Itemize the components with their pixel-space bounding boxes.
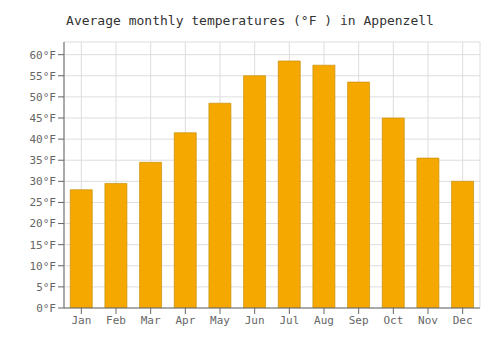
svg-text:Aug: Aug: [314, 314, 334, 327]
svg-text:45°F: 45°F: [30, 112, 57, 125]
svg-text:20°F: 20°F: [30, 217, 57, 230]
svg-text:15°F: 15°F: [30, 239, 57, 252]
svg-text:Dec: Dec: [453, 314, 473, 327]
svg-text:Jun: Jun: [245, 314, 265, 327]
svg-text:35°F: 35°F: [30, 154, 57, 167]
svg-text:Oct: Oct: [383, 314, 403, 327]
svg-text:40°F: 40°F: [30, 133, 57, 146]
svg-text:Feb: Feb: [106, 314, 126, 327]
svg-text:Sep: Sep: [349, 314, 369, 327]
svg-text:50°F: 50°F: [30, 91, 57, 104]
svg-text:Apr: Apr: [175, 314, 195, 327]
svg-text:Nov: Nov: [418, 314, 438, 327]
svg-text:0°F: 0°F: [36, 302, 56, 315]
svg-text:60°F: 60°F: [30, 49, 57, 62]
svg-text:Jan: Jan: [71, 314, 91, 327]
svg-text:55°F: 55°F: [30, 70, 57, 83]
svg-text:10°F: 10°F: [30, 260, 57, 273]
svg-text:Mar: Mar: [141, 314, 161, 327]
svg-text:5°F: 5°F: [36, 281, 56, 294]
html-text:Average monthly temperatures (: Average monthly temperatures (°F ) in Ap…: [66, 13, 434, 28]
svg-text:30°F: 30°F: [30, 175, 57, 188]
svg-text:May: May: [210, 314, 230, 327]
svg-text:Jul: Jul: [279, 314, 299, 327]
svg-text:25°F: 25°F: [30, 196, 57, 209]
